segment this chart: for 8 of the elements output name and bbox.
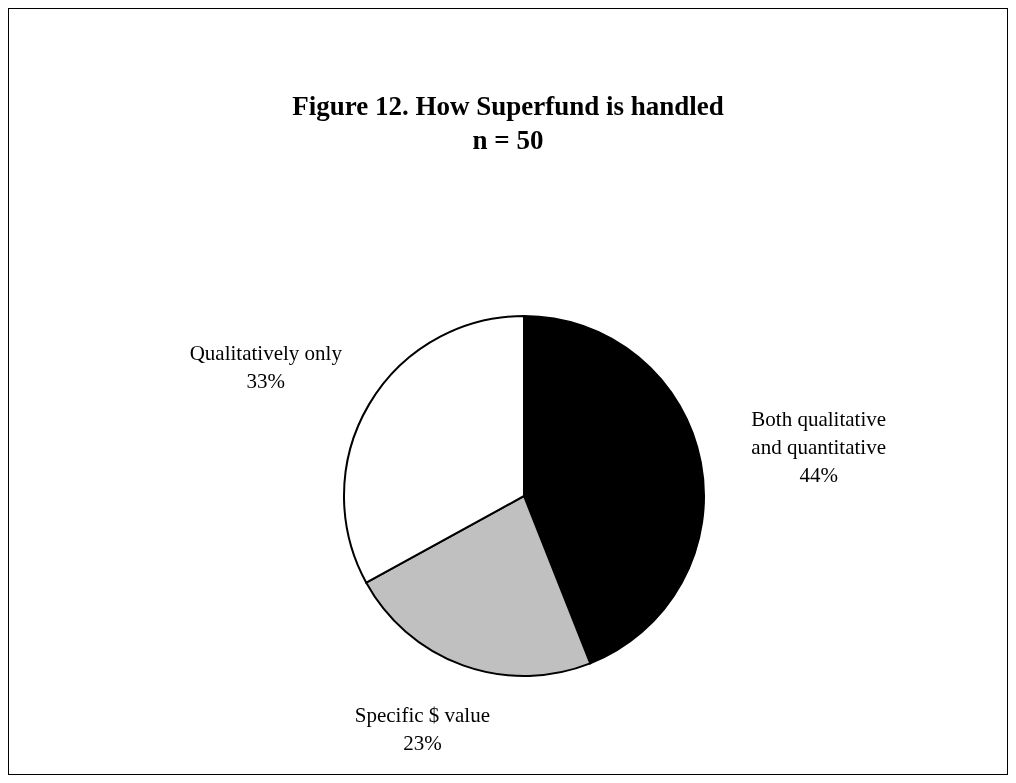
data-label: 33% <box>246 368 286 393</box>
slice-label: Qualitatively only <box>189 340 343 365</box>
chart-title: Figure 12. How Superfund is handled <box>291 90 725 123</box>
data-label: 44% <box>799 462 838 487</box>
data-label: 23% <box>403 731 442 756</box>
chart-subtitle: n = 50 <box>471 124 545 157</box>
slice-label: Both qualitative and quantitative <box>751 406 887 459</box>
slice-label: Specific $ value <box>354 703 491 728</box>
